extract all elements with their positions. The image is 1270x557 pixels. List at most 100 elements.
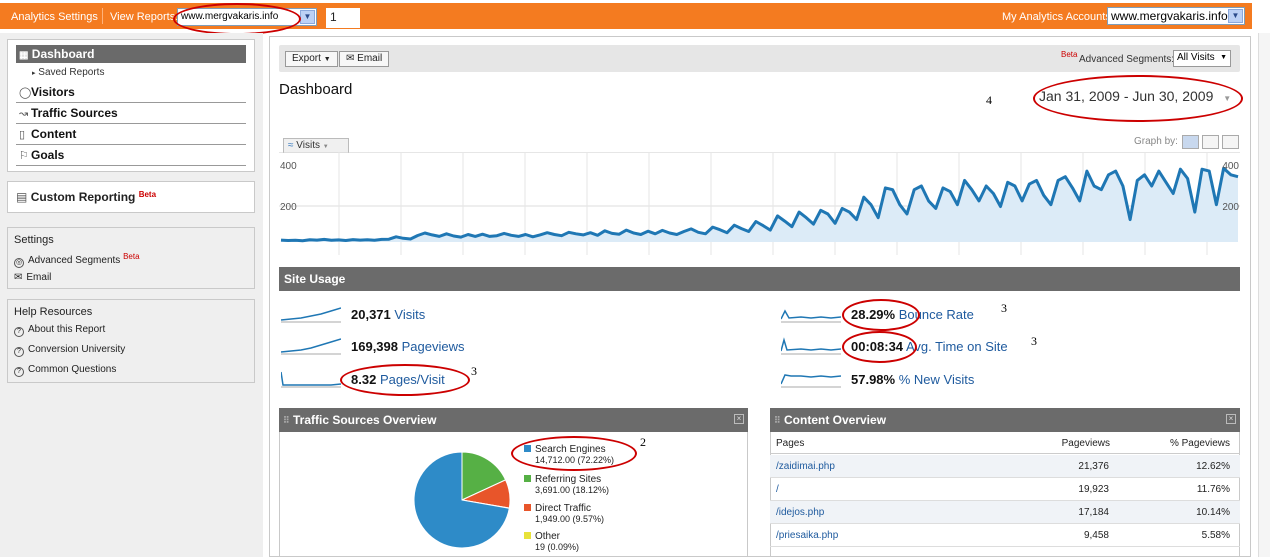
- custom-reporting-link[interactable]: Custom Reporting: [30, 190, 136, 204]
- chevron-down-icon: ▼: [322, 144, 329, 150]
- page-link[interactable]: /priesaika.php: [776, 530, 839, 541]
- view-reports-label: View Reports:: [110, 11, 179, 23]
- annotation-marker-4: 4: [986, 93, 992, 107]
- help-panel: Help Resources ? About this Report ? Conve…: [7, 299, 255, 383]
- metric-link[interactable]: Avg. Time on Site: [905, 339, 1008, 354]
- pageviews-value: 19,923: [1078, 484, 1109, 495]
- content-overview-header: ⠿ Content Overview ×: [770, 408, 1240, 432]
- drag-handle-icon[interactable]: ⠿: [774, 415, 781, 425]
- chart-area-fill: [281, 168, 1238, 242]
- graph-by-month-button[interactable]: [1222, 135, 1239, 149]
- sidebar-item-saved-reports[interactable]: ▸ Saved Reports: [16, 63, 246, 82]
- legend-name[interactable]: Referring Sites: [535, 474, 602, 485]
- traffic-pie-chart: [413, 451, 511, 549]
- sidebar-item-traffic-sources[interactable]: ↝ Traffic Sources: [16, 103, 246, 124]
- bounce-rate-sparkline: [781, 309, 841, 323]
- advanced-segments-select[interactable]: All Visits ▼: [1173, 50, 1231, 67]
- table-row: /idejos.php 17,184 10.14%: [770, 501, 1240, 524]
- metric-bounce-rate: 28.29% Bounce Rate: [851, 307, 974, 322]
- export-label: Export: [292, 53, 321, 64]
- chart-metric-select[interactable]: ≈ Visits ▼: [283, 138, 349, 153]
- table-row: / 19,923 11.76%: [770, 478, 1240, 501]
- help-item[interactable]: ? Conversion University: [14, 339, 248, 359]
- advanced-segments-label: Advanced Segments:: [1079, 54, 1175, 65]
- visits-sparkline: [281, 307, 341, 323]
- close-icon[interactable]: ×: [1226, 414, 1236, 424]
- help-item[interactable]: ? About this Report: [14, 322, 248, 339]
- help-item-label: About this Report: [28, 324, 106, 335]
- pct-value: 10.14%: [1196, 507, 1230, 518]
- scrollbar[interactable]: [1258, 33, 1270, 557]
- legend-name[interactable]: Search Engines: [535, 444, 606, 455]
- my-accounts-select[interactable]: www.mergvakaris.info ▼: [1107, 7, 1245, 25]
- page-title: Dashboard: [279, 81, 353, 98]
- legend-swatch: [524, 504, 531, 511]
- content-overview-title: Content Overview: [784, 413, 887, 427]
- pageviews-value: 21,376: [1078, 461, 1109, 472]
- pages-visit-sparkline: [281, 371, 341, 388]
- metric-value: 00:08:34: [851, 339, 904, 354]
- legend-name[interactable]: Other: [535, 531, 561, 542]
- settings-panel: Settings ◎ Advanced Segments Beta ✉ Email: [7, 227, 255, 289]
- email-link[interactable]: ✉ Email: [14, 270, 248, 285]
- dashboard-icon: ▦: [19, 50, 29, 61]
- graph-by-week-button[interactable]: [1202, 135, 1219, 149]
- sidebar-item-dashboard[interactable]: ▦ Dashboard: [16, 45, 246, 63]
- beta-badge: Beta: [138, 190, 157, 199]
- metric-value: 20,371: [351, 307, 391, 322]
- beta-badge: Beta: [123, 252, 140, 261]
- traffic-icon: ↝: [19, 108, 29, 120]
- flag-icon: ⚐: [19, 150, 29, 162]
- email-button[interactable]: ✉ Email: [339, 51, 390, 67]
- pageviews-value: 9,458: [1083, 530, 1109, 541]
- sidebar-item-visitors[interactable]: ◯Visitors: [16, 82, 246, 103]
- metric-value: 28.29%: [851, 307, 896, 322]
- report-nav: ▦ Dashboard ▸ Saved Reports ◯Visitors ↝ T…: [7, 39, 255, 172]
- metric-link[interactable]: Visits: [394, 307, 426, 322]
- analytics-settings-link[interactable]: Analytics Settings: [11, 11, 98, 23]
- sidebar-item-label: Traffic Sources: [31, 106, 118, 120]
- annotation-marker-2: 2: [640, 435, 646, 449]
- envelope-icon: ✉: [346, 53, 355, 64]
- page-link[interactable]: /: [776, 484, 779, 495]
- advanced-segments-link[interactable]: ◎ Advanced Segments Beta: [14, 250, 248, 270]
- metric-link[interactable]: Pages/Visit: [379, 372, 445, 387]
- date-range-picker[interactable]: Jan 31, 2009 - Jun 30, 2009 ▼: [1039, 88, 1231, 104]
- email-button-label: Email: [357, 53, 383, 64]
- legend-name[interactable]: Direct Traffic: [535, 503, 591, 514]
- date-range-value: Jan 31, 2009 - Jun 30, 2009: [1039, 88, 1214, 104]
- sidebar-item-label: Content: [31, 127, 77, 141]
- column-header: Pageviews: [1061, 438, 1110, 449]
- close-icon[interactable]: ×: [734, 414, 744, 424]
- annotation-marker-3: 3: [1001, 301, 1007, 315]
- page-link[interactable]: /idejos.php: [776, 507, 825, 518]
- sidebar-item-content[interactable]: ▯ Content: [16, 124, 246, 145]
- legend-value: 3,691.00 (18.12%): [535, 485, 610, 495]
- metric-visits: 20,371 Visits: [351, 307, 425, 322]
- pageviews-sparkline: [281, 338, 341, 355]
- sidebar-item-label: Visitors: [31, 85, 75, 99]
- y-tick-label: 400: [1222, 161, 1239, 172]
- export-button[interactable]: Export ▼: [285, 51, 338, 67]
- separator: [102, 8, 103, 24]
- help-icon: ?: [14, 347, 24, 357]
- metric-pageviews: 169,398 Pageviews: [351, 339, 465, 354]
- metric-avg-time: 00:08:34 Avg. Time on Site: [851, 339, 1008, 354]
- traffic-sources-header: ⠿ Traffic Sources Overview ×: [279, 408, 748, 432]
- advanced-segments-label: Advanced Segments: [28, 255, 121, 266]
- pageviews-value: 17,184: [1078, 507, 1109, 518]
- y-tick-label: 200: [280, 202, 297, 213]
- help-item[interactable]: ? Common Questions: [14, 359, 248, 379]
- graph-by-day-button[interactable]: [1182, 135, 1199, 149]
- segments-icon: ◎: [14, 258, 24, 268]
- page-link[interactable]: /zaidimai.php: [776, 461, 835, 472]
- view-reports-select[interactable]: www.mergvakaris.info ▼: [177, 8, 317, 26]
- y-tick-label: 400: [280, 161, 297, 172]
- sidebar-item-goals[interactable]: ⚐ Goals: [16, 145, 246, 166]
- help-title: Help Resources: [14, 306, 93, 318]
- metric-link[interactable]: % New Visits: [898, 372, 975, 387]
- metric-link[interactable]: Pageviews: [401, 339, 465, 354]
- drag-handle-icon[interactable]: ⠿: [283, 415, 290, 425]
- chart-line: [280, 166, 1239, 243]
- metric-link[interactable]: Bounce Rate: [898, 307, 974, 322]
